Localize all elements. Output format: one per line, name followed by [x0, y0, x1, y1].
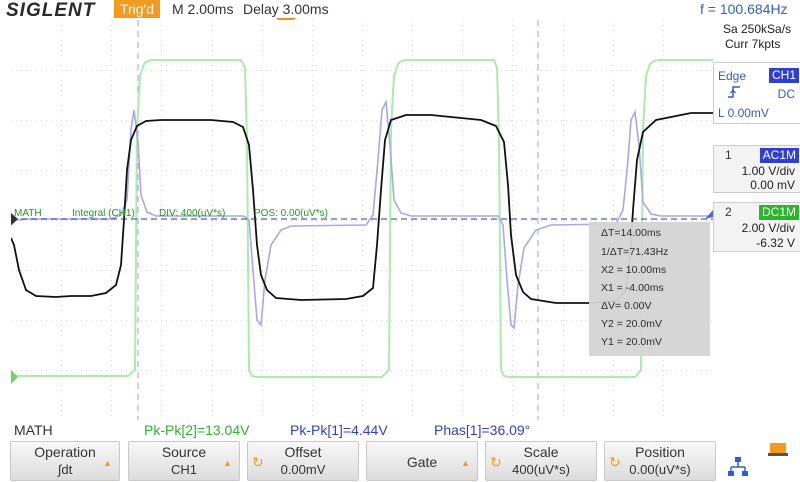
delta-t-readout: ΔT=14.00ms: [601, 227, 661, 239]
x2-readout: X2 = 10.00ms: [601, 264, 667, 276]
scale-value: 400(uV*s): [512, 462, 570, 477]
cursor-measurement-panel: ΔT=14.00ms 1/ΔT=71.43Hz X2 = 10.00ms X1 …: [589, 222, 710, 356]
waveform-display[interactable]: [11, 20, 713, 420]
network-icon: [727, 457, 749, 482]
source-label: Source: [161, 444, 207, 460]
delta-v-readout: ΔV= 0.00V: [601, 300, 652, 312]
frequency-readout: f = 100.684Hz: [700, 1, 788, 17]
sample-rate-readout: Sa 250kSa/s: [723, 22, 792, 36]
top-status-bar: SIGLENT Trig'd M 2.00ms Delay 3.00ms f =…: [0, 0, 800, 21]
y2-readout: Y2 = 20.0mV: [601, 318, 662, 330]
knob-icon: ↻: [490, 454, 502, 470]
delay-readout[interactable]: Delay 3.00ms: [243, 1, 329, 17]
knob-icon: ↻: [252, 454, 264, 470]
scale-label: Scale: [523, 444, 559, 460]
graticule: [11, 20, 713, 420]
x1-readout: X1 = -4.00ms: [601, 282, 664, 294]
dropdown-arrow-icon: ▲: [223, 458, 232, 468]
ch1-info-box[interactable]: 1 AC1M 1.00 V/div 0.00 mV: [713, 145, 800, 193]
offset-label: Offset: [284, 444, 322, 460]
position-label: Position: [635, 444, 685, 460]
trigger-info-box[interactable]: Edge CH1 DC L 0.00mV: [713, 62, 800, 124]
trigger-source-badge: CH1: [768, 68, 799, 83]
ch2-scale: 2.00 V/div: [741, 221, 795, 235]
pkpk-ch1-readout: Pk-Pk[1]=4.44V: [290, 422, 388, 438]
knob-icon: ↻: [609, 454, 621, 470]
timebase-readout[interactable]: M 2.00ms: [172, 1, 234, 17]
ch2-offset-marker[interactable]: [11, 370, 18, 384]
ch1-offset: 0.00 mV: [750, 178, 795, 192]
dropdown-arrow-icon: ▲: [103, 458, 112, 468]
softkey-bar: Operation ∫dt ▲ Source CH1 ▲ ↻ Offset 0.…: [0, 439, 800, 482]
ch1-waveform: [11, 99, 713, 330]
dropdown-arrow-icon: ▲: [461, 458, 470, 468]
position-softkey[interactable]: ↻ Position 0.00(uV*s): [604, 441, 716, 481]
ch1-number: 1: [725, 148, 732, 162]
brand-logo: SIGLENT: [6, 0, 96, 21]
math-function: Integral (CH1): [72, 208, 135, 219]
ch1-scale: 1.00 V/div: [741, 164, 795, 178]
inverse-delta-t-readout: 1/ΔT=71.43Hz: [601, 246, 669, 258]
trigger-type: Edge: [718, 69, 747, 83]
y1-readout: Y1 = 20.0mV: [601, 336, 662, 348]
source-softkey[interactable]: Source CH1 ▲: [128, 441, 240, 481]
offset-softkey[interactable]: ↻ Offset 0.00mV: [247, 441, 359, 481]
menu-source-label: MATH: [14, 422, 53, 438]
math-offset-marker[interactable]: [11, 213, 18, 225]
rising-edge-icon: [728, 86, 740, 101]
ch2-number: 2: [725, 205, 732, 219]
ch1-coupling-badge: AC1M: [759, 148, 799, 163]
operation-softkey[interactable]: Operation ∫dt ▲: [10, 441, 120, 481]
usb-icon: [768, 441, 790, 462]
math-div: DIV: 400(uV*s): [159, 208, 226, 219]
trigger-status-badge: Trig'd: [114, 0, 160, 18]
math-name: MATH: [14, 208, 42, 219]
ch2-offset: -6.32 V: [756, 236, 795, 250]
memory-depth-readout: Curr 7kpts: [725, 37, 781, 51]
offset-value: 0.00mV: [280, 462, 326, 477]
math-pos: POS: 0.00(uV*s): [254, 208, 328, 219]
trigger-coupling: DC: [777, 87, 795, 101]
scale-softkey[interactable]: ↻ Scale 400(uV*s): [485, 441, 597, 481]
position-value: 0.00(uV*s): [629, 462, 691, 477]
gate-label: Gate: [406, 454, 438, 470]
trigger-level-marker[interactable]: [705, 210, 713, 219]
source-value: CH1: [170, 462, 197, 477]
ch2-coupling-badge: DC1M: [758, 205, 799, 220]
phase-readout: Phas[1]=36.09°: [434, 422, 531, 438]
ch2-info-box[interactable]: 2 DC1M 2.00 V/div -6.32 V: [713, 202, 800, 252]
trigger-level: L 0.00mV: [718, 106, 769, 120]
operation-value: ∫dt: [57, 462, 73, 477]
pkpk-ch2-readout: Pk-Pk[2]=13.04V: [144, 422, 250, 438]
measurement-status-line: MATH Pk-Pk[2]=13.04V Pk-Pk[1]=4.44V Phas…: [0, 421, 713, 439]
right-info-panel: Sa 250kSa/s Curr 7kpts Edge CH1 DC L 0.0…: [713, 20, 800, 420]
operation-label: Operation: [34, 444, 96, 460]
gate-softkey[interactable]: Gate ▲: [366, 441, 478, 481]
